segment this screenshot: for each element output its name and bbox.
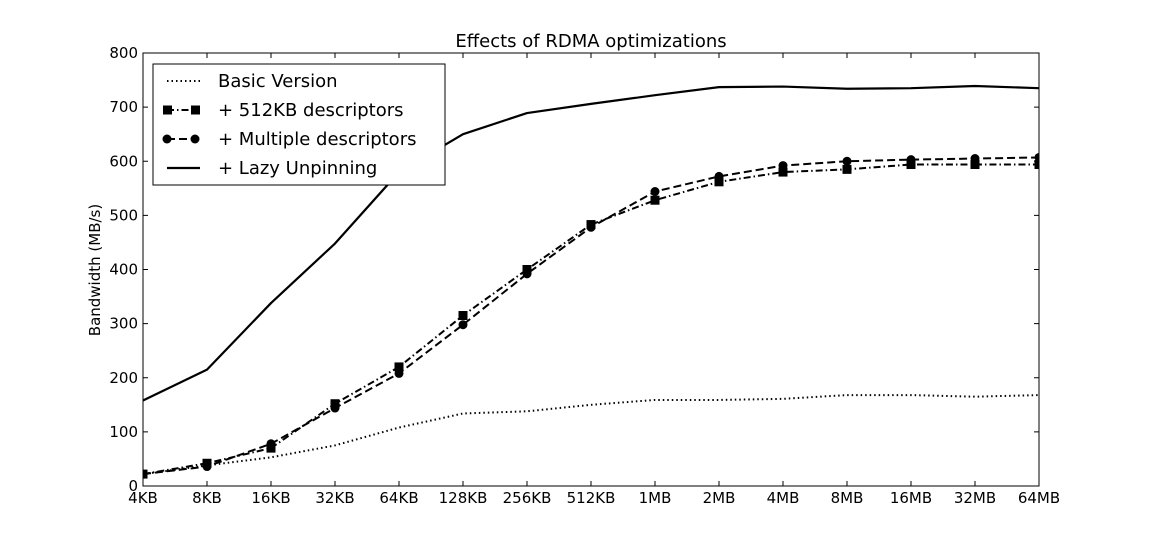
y-tick-label: 700 (109, 98, 138, 116)
x-tick-label: 16KB (251, 489, 290, 507)
data-point-circle (714, 171, 724, 181)
data-point-circle (202, 462, 212, 472)
y-tick-label: 200 (109, 369, 138, 387)
x-tick-label: 128KB (439, 489, 488, 507)
x-tick-label: 512KB (567, 489, 616, 507)
legend-marker-square (163, 105, 172, 115)
data-point-circle (970, 154, 980, 164)
data-point-circle (906, 155, 916, 165)
y-tick-label: 0 (128, 477, 138, 495)
data-point-circle (586, 222, 596, 232)
legend-label-1: + 512KB descriptors (218, 100, 403, 121)
x-tick-label: 4KB (128, 489, 158, 507)
x-tick-label: 16MB (890, 489, 932, 507)
x-tick-label: 64KB (379, 489, 418, 507)
x-tick-label: 8MB (831, 489, 864, 507)
data-point-square (970, 159, 980, 169)
data-point-square (778, 167, 788, 177)
data-point-square (906, 159, 916, 169)
data-point-circle (522, 269, 532, 279)
legend-label-3: + Lazy Unpinning (218, 158, 377, 179)
y-tick-label: 300 (109, 315, 138, 333)
y-tick-label: 500 (109, 206, 138, 224)
data-point-square (458, 311, 468, 321)
data-point-circle (778, 161, 788, 171)
legend-label-0: Basic Version (218, 71, 338, 92)
legend-marker-circle (190, 134, 200, 144)
x-tick-label: 32KB (315, 489, 354, 507)
data-point-circle (330, 403, 340, 413)
legend-marker-circle (162, 134, 172, 144)
data-point-circle (650, 187, 660, 197)
x-tick-label: 256KB (503, 489, 552, 507)
data-point-circle (1034, 152, 1039, 162)
data-point-circle (143, 469, 148, 479)
chart-title: Effects of RDMA optimizations (455, 31, 726, 52)
data-point-square (842, 164, 852, 174)
data-point-circle (842, 156, 852, 166)
series-layer (143, 84, 1039, 479)
data-point-circle (266, 439, 276, 449)
y-tick-label: 600 (109, 152, 138, 170)
y-tick-label: 100 (109, 423, 138, 441)
series-line-0 (143, 394, 1039, 476)
series-line-3 (143, 84, 1039, 402)
x-tick-label: 1MB (639, 489, 672, 507)
data-point-circle (394, 368, 404, 378)
series-line-1 (143, 163, 1039, 476)
data-point-square (1034, 159, 1039, 169)
x-tick-label: 32MB (954, 489, 996, 507)
x-tick-label: 8KB (192, 489, 222, 507)
data-point-circle (458, 320, 468, 330)
x-tick-label: 4MB (767, 489, 800, 507)
legend-label-2: + Multiple descriptors (218, 129, 416, 150)
series-line-2 (143, 156, 1039, 476)
legend-marker-square (191, 105, 200, 115)
x-tick-label: 64MB (1018, 489, 1060, 507)
y-axis-label: Bandwidth (MB/s) (86, 204, 104, 336)
y-tick-label: 400 (109, 261, 138, 279)
data-point-square (714, 177, 724, 187)
data-point-square (650, 195, 660, 205)
legend-box (152, 63, 446, 186)
data-point-square (394, 362, 404, 372)
axis-layer: 0 100 200 300 400 500 600 700 800 4KB 8KB 16KB 32KB 6… (109, 44, 1060, 507)
x-tick-label: 2MB (703, 489, 736, 507)
y-tick-label: 800 (109, 44, 138, 62)
legend: Basic Version + 512KB descriptors + Multip… (152, 63, 446, 186)
